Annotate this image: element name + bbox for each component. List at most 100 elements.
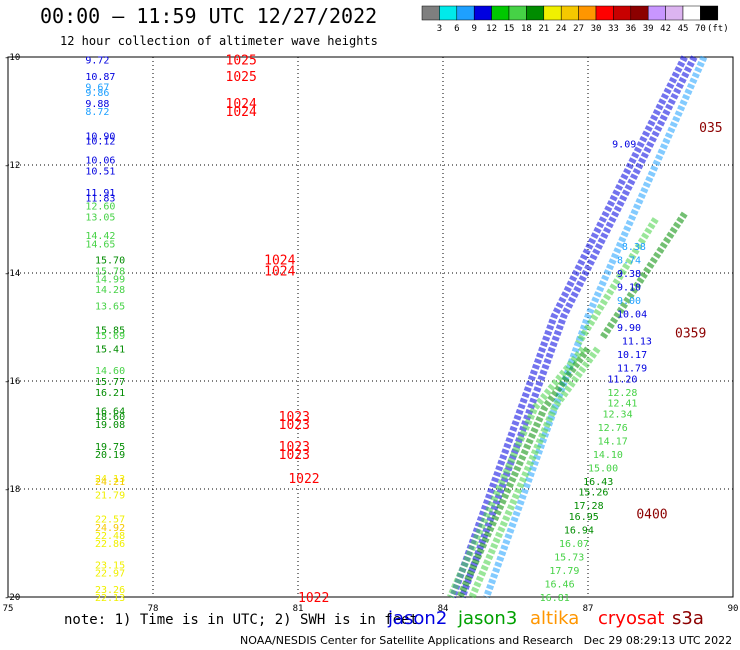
wave-height-label: 10.17 — [617, 350, 647, 361]
colorbar-swatch — [526, 5, 545, 21]
plot-frame — [7, 56, 734, 598]
wave-height-label: 16.94 — [564, 526, 594, 537]
y-tick-label: -14 — [4, 269, 20, 279]
wave-height-label: 9.09 — [612, 139, 636, 150]
y-tick-label: -20 — [4, 593, 20, 603]
track-ribbon — [575, 217, 659, 346]
wave-height-label: 9.10 — [617, 283, 641, 294]
colorbar-label: 12 — [486, 24, 497, 34]
wave-height-label: 11.20 — [607, 374, 637, 385]
pressure-label: 1023 — [279, 418, 310, 433]
wave-height-label: 15.77 — [95, 377, 125, 388]
wave-height-label: 18.60 — [95, 412, 125, 423]
wave-height-label: 22.57 — [95, 515, 125, 526]
wave-height-label: 9.38 — [617, 269, 641, 280]
wave-height-label: 15.26 — [578, 488, 608, 499]
legend-s3a: s3a — [672, 608, 704, 629]
colorbar-swatch — [508, 5, 527, 21]
wave-height-label: 22.48 — [95, 531, 125, 542]
footnote: note: 1) Time is in UTC; 2) SWH is in fe… — [64, 612, 419, 628]
wave-height-label: 19.08 — [95, 420, 125, 431]
wave-height-label: 12.60 — [85, 202, 115, 213]
pressure-label: 1024 — [264, 254, 295, 269]
colorbar-label: 33 — [608, 24, 619, 34]
y-tick-label: -10 — [4, 53, 20, 63]
wave-height-label: 16.46 — [545, 580, 575, 591]
wave-height-label: 10.12 — [85, 137, 115, 148]
track-ribbon — [483, 55, 708, 599]
colorbar-swatch — [421, 5, 440, 21]
colorbar-label: 30 — [591, 24, 602, 34]
colorbar-swatch — [578, 5, 597, 21]
legend-jason3: jason3 — [458, 608, 518, 629]
chart-subtitle: 12 hour collection of altimeter wave hei… — [60, 34, 378, 48]
legend-jason2: jason2 — [388, 608, 448, 629]
colorbar-label: 27 — [573, 24, 584, 34]
wave-height-label: 14.17 — [598, 436, 628, 447]
colorbar-swatch — [439, 5, 458, 21]
wave-height-label: 22.13 — [95, 593, 125, 604]
colorbar-label: 3 — [437, 24, 442, 34]
wave-height-label: 23.26 — [95, 585, 125, 596]
wave-height-label: 14.60 — [95, 366, 125, 377]
wave-height-label: 14.65 — [85, 239, 115, 250]
x-tick-label: 90 — [728, 604, 739, 614]
wave-height-label: 14.42 — [85, 231, 115, 242]
wave-height-label: 16.21 — [95, 388, 125, 399]
pressure-label: 1022 — [288, 472, 319, 487]
wave-height-label: 15.69 — [95, 331, 125, 342]
colorbar-swatch — [613, 5, 632, 21]
wave-height-label: 9.90 — [617, 323, 641, 334]
legend-altika: altika — [530, 608, 580, 629]
wave-height-label: 13.65 — [95, 301, 125, 312]
wave-height-label: 14.28 — [95, 285, 125, 296]
track-ribbon — [468, 346, 601, 599]
chart-title: 00:00 – 11:59 UTC 12/27/2022 — [40, 4, 378, 28]
colorbar-swatch — [665, 5, 684, 21]
wave-height-label: 16.81 — [540, 593, 570, 604]
colorbar-swatch — [595, 5, 614, 21]
wave-height-label: 17.28 — [574, 501, 604, 512]
wave-height-label: 21.79 — [95, 490, 125, 501]
wave-height-label: 8.38 — [622, 242, 646, 253]
wave-height-label: 9.86 — [85, 88, 109, 99]
legend-cryosat: cryosat — [598, 608, 665, 629]
wave-height-label: 16.64 — [95, 407, 125, 418]
wave-height-label: 13.05 — [85, 212, 115, 223]
colorbar-swatch — [682, 5, 701, 21]
y-tick-label: -12 — [4, 161, 20, 171]
wave-height-label: 12.41 — [607, 399, 637, 410]
colorbar-label: 36 — [625, 24, 636, 34]
wave-height-label: 12.28 — [607, 388, 637, 399]
wave-height-label: 14.99 — [95, 274, 125, 285]
wave-height-label: 15.78 — [95, 266, 125, 277]
colorbar-label: 21 — [538, 24, 549, 34]
wave-height-label: 24.92 — [95, 523, 125, 534]
x-tick-label: 84 — [438, 604, 449, 614]
y-tick-label: -18 — [4, 485, 20, 495]
wave-height-label: 19.75 — [95, 442, 125, 453]
wave-height-label: 11.79 — [617, 364, 647, 375]
colorbar-swatch — [543, 5, 562, 21]
wave-height-label: 10.06 — [85, 156, 115, 167]
wave-height-label: 17.79 — [549, 566, 579, 577]
wave-height-label: 9.00 — [617, 296, 641, 307]
colorbar-swatch — [456, 5, 475, 21]
pressure-label: 1025 — [226, 54, 257, 69]
wave-height-label: 22.97 — [95, 569, 125, 580]
pressure-label: 1023 — [279, 410, 310, 425]
wave-height-label: 22.86 — [95, 539, 125, 550]
x-tick-label: 78 — [148, 604, 159, 614]
track-ribbon — [449, 55, 688, 599]
wave-height-label: 9.67 — [85, 83, 109, 94]
colorbar-swatch — [630, 5, 649, 21]
track-ribbon — [447, 346, 586, 599]
wave-height-label: 10.04 — [617, 310, 647, 321]
wave-height-label: 23.15 — [95, 561, 125, 572]
x-tick-label: 87 — [583, 604, 594, 614]
colorbar-label: 42 — [660, 24, 671, 34]
colorbar-label: 45 — [678, 24, 689, 34]
track-ribbon — [456, 346, 591, 599]
pressure-label: 0359 — [675, 326, 706, 341]
